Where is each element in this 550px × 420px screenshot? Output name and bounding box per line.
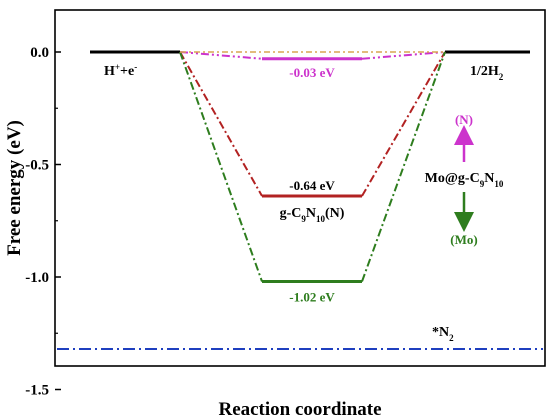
- x-axis-label: Reaction coordinate: [218, 399, 381, 420]
- y-tick-label: -0.5: [25, 158, 49, 174]
- y-tick-label: -1.0: [25, 270, 49, 286]
- energy-label-n-site: -0.03 eV: [289, 65, 335, 80]
- energy-label-gc: -0.64 eV: [289, 178, 335, 193]
- gc-catalyst-label: g-C9N10(N): [280, 206, 345, 224]
- mo-site-label: (Mo): [450, 232, 477, 247]
- mo-catalyst-label: Mo@g-C9N10: [425, 171, 504, 189]
- plot-frame: [54, 9, 546, 367]
- y-ticks: 0.0 -0.5 -1.0 -1.5: [25, 45, 61, 399]
- energy-label-mo-site: -1.02 eV: [289, 290, 335, 305]
- n2-label: *N2: [432, 325, 454, 343]
- initial-state-label: H++e-: [104, 62, 137, 79]
- y-axis-label: Free energy (eV): [4, 120, 25, 256]
- series-connector: [179, 51, 446, 282]
- series-connector: [179, 51, 446, 60]
- y-tick-label: -1.5: [25, 383, 49, 399]
- y-tick-label: 0.0: [30, 45, 49, 61]
- series-group: [179, 51, 446, 283]
- n-site-label: (N): [455, 112, 473, 127]
- final-state-label: 1/2H2: [470, 64, 504, 82]
- series-connector: [179, 51, 446, 197]
